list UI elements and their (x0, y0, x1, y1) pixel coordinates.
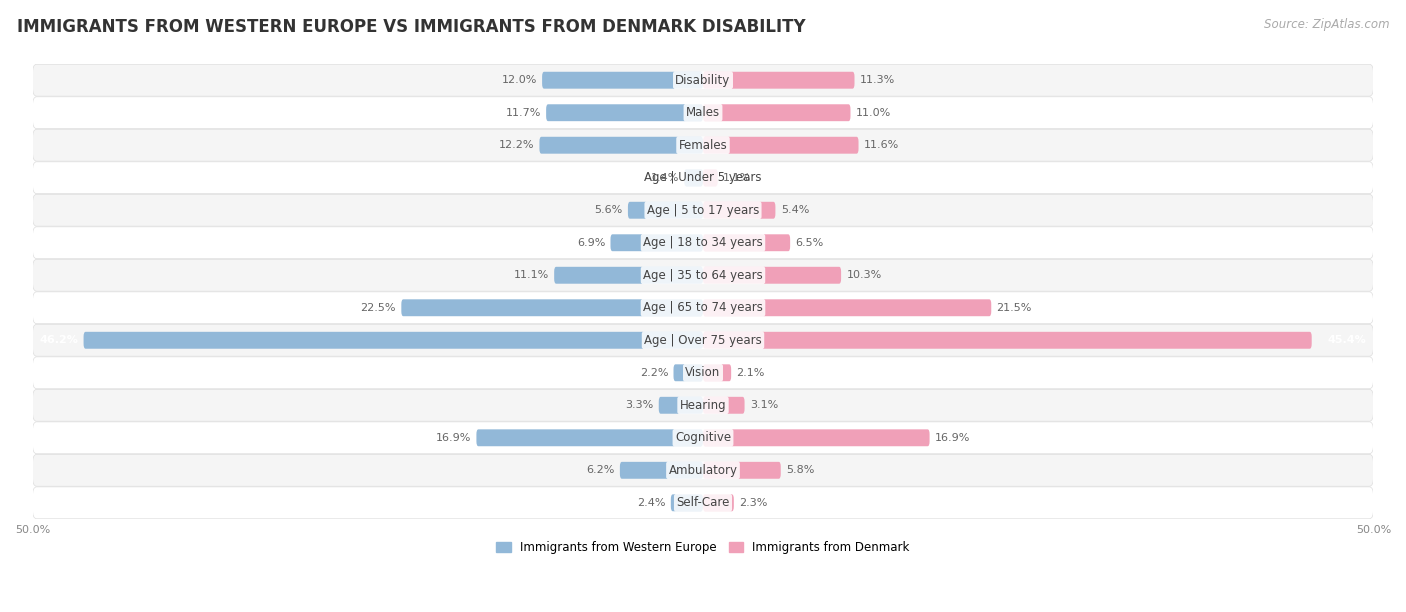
Text: 2.1%: 2.1% (737, 368, 765, 378)
Text: 2.3%: 2.3% (740, 498, 768, 508)
FancyBboxPatch shape (546, 104, 703, 121)
FancyBboxPatch shape (703, 234, 790, 251)
Text: 21.5%: 21.5% (997, 303, 1032, 313)
Text: 11.1%: 11.1% (513, 271, 548, 280)
FancyBboxPatch shape (543, 72, 703, 89)
FancyBboxPatch shape (32, 487, 1374, 519)
FancyBboxPatch shape (540, 136, 703, 154)
Text: 10.3%: 10.3% (846, 271, 882, 280)
Text: 11.7%: 11.7% (505, 108, 541, 118)
FancyBboxPatch shape (628, 202, 703, 218)
Text: 5.4%: 5.4% (780, 205, 808, 215)
Text: Age | Over 75 years: Age | Over 75 years (644, 334, 762, 347)
FancyBboxPatch shape (554, 267, 703, 284)
FancyBboxPatch shape (703, 430, 929, 446)
FancyBboxPatch shape (620, 462, 703, 479)
Text: 5.6%: 5.6% (595, 205, 623, 215)
FancyBboxPatch shape (32, 389, 1374, 421)
Text: Age | 65 to 74 years: Age | 65 to 74 years (643, 301, 763, 315)
Text: 2.2%: 2.2% (640, 368, 668, 378)
Text: Age | 18 to 34 years: Age | 18 to 34 years (643, 236, 763, 249)
Text: Age | Under 5 years: Age | Under 5 years (644, 171, 762, 184)
FancyBboxPatch shape (32, 357, 1374, 389)
Text: 6.9%: 6.9% (576, 237, 605, 248)
FancyBboxPatch shape (32, 454, 1374, 486)
Text: Source: ZipAtlas.com: Source: ZipAtlas.com (1264, 18, 1389, 31)
Text: 1.4%: 1.4% (651, 173, 679, 183)
Text: Hearing: Hearing (679, 399, 727, 412)
Text: 16.9%: 16.9% (935, 433, 970, 443)
FancyBboxPatch shape (32, 129, 1374, 161)
FancyBboxPatch shape (703, 299, 991, 316)
FancyBboxPatch shape (32, 422, 1374, 453)
Text: 22.5%: 22.5% (360, 303, 396, 313)
FancyBboxPatch shape (703, 202, 775, 218)
Text: Females: Females (679, 139, 727, 152)
Text: Males: Males (686, 106, 720, 119)
Text: 12.0%: 12.0% (502, 75, 537, 85)
FancyBboxPatch shape (32, 259, 1374, 291)
Text: 45.4%: 45.4% (1327, 335, 1367, 345)
Text: Age | 5 to 17 years: Age | 5 to 17 years (647, 204, 759, 217)
Text: 11.6%: 11.6% (863, 140, 900, 150)
FancyBboxPatch shape (32, 292, 1374, 324)
FancyBboxPatch shape (32, 227, 1374, 259)
FancyBboxPatch shape (703, 494, 734, 511)
FancyBboxPatch shape (703, 72, 855, 89)
FancyBboxPatch shape (477, 430, 703, 446)
FancyBboxPatch shape (32, 195, 1374, 226)
FancyBboxPatch shape (83, 332, 703, 349)
FancyBboxPatch shape (671, 494, 703, 511)
FancyBboxPatch shape (401, 299, 703, 316)
Text: 46.2%: 46.2% (39, 335, 79, 345)
FancyBboxPatch shape (610, 234, 703, 251)
Text: Ambulatory: Ambulatory (668, 464, 738, 477)
FancyBboxPatch shape (32, 64, 1374, 96)
Text: 5.8%: 5.8% (786, 465, 814, 476)
Text: 12.2%: 12.2% (499, 140, 534, 150)
FancyBboxPatch shape (703, 332, 1312, 349)
FancyBboxPatch shape (32, 324, 1374, 356)
Text: Cognitive: Cognitive (675, 431, 731, 444)
FancyBboxPatch shape (703, 462, 780, 479)
FancyBboxPatch shape (703, 104, 851, 121)
Text: 11.0%: 11.0% (856, 108, 891, 118)
FancyBboxPatch shape (703, 136, 859, 154)
FancyBboxPatch shape (703, 170, 717, 186)
FancyBboxPatch shape (673, 364, 703, 381)
Text: 16.9%: 16.9% (436, 433, 471, 443)
FancyBboxPatch shape (32, 97, 1374, 129)
FancyBboxPatch shape (703, 364, 731, 381)
Text: 1.1%: 1.1% (723, 173, 751, 183)
Text: 6.2%: 6.2% (586, 465, 614, 476)
Text: Self-Care: Self-Care (676, 496, 730, 509)
Text: Age | 35 to 64 years: Age | 35 to 64 years (643, 269, 763, 282)
Text: Vision: Vision (685, 366, 721, 379)
Text: 11.3%: 11.3% (860, 75, 896, 85)
FancyBboxPatch shape (685, 170, 703, 186)
Text: Disability: Disability (675, 73, 731, 87)
Text: IMMIGRANTS FROM WESTERN EUROPE VS IMMIGRANTS FROM DENMARK DISABILITY: IMMIGRANTS FROM WESTERN EUROPE VS IMMIGR… (17, 18, 806, 36)
Text: 3.1%: 3.1% (749, 400, 778, 410)
FancyBboxPatch shape (703, 267, 841, 284)
FancyBboxPatch shape (703, 397, 745, 414)
FancyBboxPatch shape (32, 162, 1374, 193)
Text: 3.3%: 3.3% (626, 400, 654, 410)
Text: 2.4%: 2.4% (637, 498, 665, 508)
Legend: Immigrants from Western Europe, Immigrants from Denmark: Immigrants from Western Europe, Immigran… (492, 536, 914, 559)
Text: 6.5%: 6.5% (796, 237, 824, 248)
FancyBboxPatch shape (659, 397, 703, 414)
